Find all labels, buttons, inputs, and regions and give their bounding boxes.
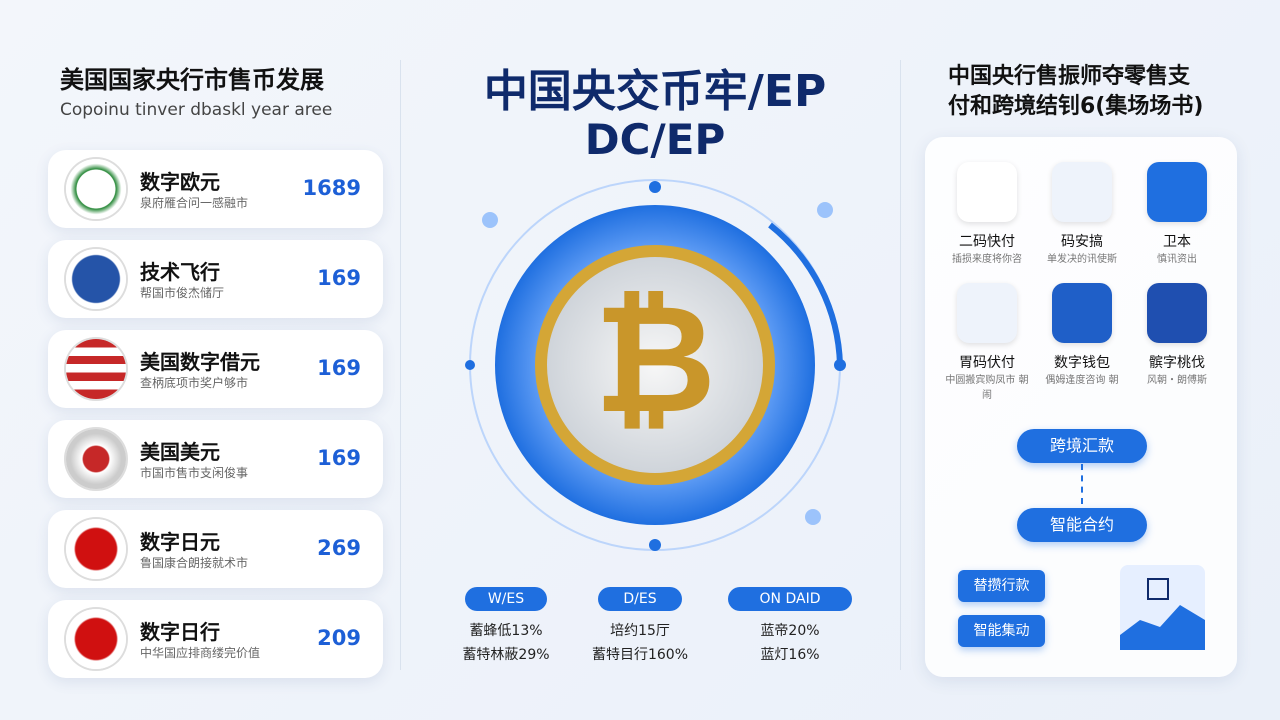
connector (1081, 464, 1083, 504)
item-card: 数字欧元泉府雁合问一感融市 1689 (48, 150, 383, 228)
mini-chart (1120, 565, 1205, 650)
orbit-dots (465, 181, 846, 551)
item-name: 技术飞行 (140, 260, 220, 284)
item-value: 169 (317, 446, 361, 470)
item-card: 技术飞行帮国市俊杰储厅 169 (48, 240, 383, 318)
center-subtitle: DC/EP (584, 115, 726, 164)
stat-badge: D/ES (598, 587, 682, 611)
flow-button: 智能合约 (1017, 508, 1147, 542)
side-button: 替攒行款 (958, 570, 1045, 602)
item-desc: 查柄底项市奖户够市 (140, 376, 249, 390)
feature-desc: 风朝・朗傅斯 (1147, 375, 1207, 386)
item-desc: 市国市售市支闲俊事 (140, 466, 249, 480)
stat-line: 蓄特林蔽29% (462, 647, 550, 663)
feature-icon (957, 162, 1017, 222)
item-value: 209 (317, 626, 361, 650)
center-title: 中国央交币牢/EP (483, 66, 827, 117)
item-card: 美国美元市国市售市支闲俊事 169 (48, 420, 383, 498)
left-title: 美国国家央行市售币发展 (60, 66, 324, 94)
feature-icon (1052, 283, 1112, 343)
feature-icon (1147, 162, 1207, 222)
feature-desc: 慎讯资出 (1157, 254, 1197, 265)
feature-icon (957, 283, 1017, 343)
item-icon (66, 609, 126, 669)
divider (900, 60, 901, 670)
item-icon (66, 339, 126, 399)
stat-line: 培约15厅 (610, 623, 670, 639)
feature-icon (1052, 162, 1112, 222)
coin-graphic: ₿ (465, 179, 846, 551)
feature-desc: 中圆搬宾购凤市 朝闹 (945, 375, 1029, 401)
coin-face (547, 257, 763, 473)
stat-line: 蓝灯16% (760, 647, 820, 663)
item-desc: 中华国应排商缕完价值 (140, 646, 261, 660)
stat-line: 蓄蜂低13% (469, 623, 543, 639)
item-value: 169 (317, 266, 361, 290)
item-icon (66, 249, 126, 309)
item-icon (66, 159, 126, 219)
item-desc: 帮国市俊杰储厅 (140, 286, 225, 300)
orbit-arc (768, 222, 843, 366)
item-icon (66, 429, 126, 489)
stat-line: 蓝帝20% (760, 623, 820, 639)
item-desc: 泉府雁合问一感融市 (140, 196, 249, 210)
feature-label: 髌字桃伐 (1149, 355, 1205, 371)
item-value: 169 (317, 356, 361, 380)
item-name: 美国美元 (140, 440, 220, 464)
stat-badge: ON DAID (728, 587, 852, 611)
item-value: 1689 (302, 176, 361, 200)
feature-desc: 插损来度将你咨 (952, 254, 1022, 265)
item-card: 数字日行中华国应排商缕完价值 209 (48, 600, 383, 678)
feature-label: 二码快付 (959, 234, 1015, 250)
side-button: 智能集动 (958, 615, 1045, 647)
item-name: 数字日元 (140, 530, 220, 554)
divider (400, 60, 401, 670)
feature-label: 码安搞 (1061, 234, 1103, 250)
right-title: 中国央行售振师夺零售支 付和跨境结钊6(集场场书) (948, 62, 1203, 122)
stat-badge: W/ES (465, 587, 547, 611)
title-line: 中国央行售振师夺零售支 (948, 64, 1191, 89)
feature-label: 胃码伏付 (959, 355, 1015, 371)
feature-desc: 单发决的讯使斯 (1047, 254, 1117, 265)
item-icon (66, 519, 126, 579)
feature-label: 数字钱包 (1054, 355, 1110, 371)
feature-icon (1147, 283, 1207, 343)
item-name: 美国数字借元 (140, 350, 260, 374)
left-subtitle: Copoinu tinver dbaskl year aree (60, 100, 333, 120)
item-name: 数字日行 (140, 620, 220, 644)
item-name: 数字欧元 (140, 170, 220, 194)
flow-button: 跨境汇款 (1017, 429, 1147, 463)
feature-desc: 偶姆逢度咨询 朝 (1045, 375, 1119, 386)
coin-symbol: ₿ (594, 273, 716, 447)
item-desc: 鲁国康合朗接就术市 (140, 556, 249, 570)
title-line: 付和跨境结钊6(集场场书) (948, 94, 1204, 119)
item-card: 数字日元鲁国康合朗接就术市 269 (48, 510, 383, 588)
stat-line: 蓄特目行160% (591, 647, 689, 663)
feature-label: 卫本 (1163, 234, 1191, 250)
item-card: 美国数字借元查柄底项市奖户够市 169 (48, 330, 383, 408)
item-value: 269 (317, 536, 361, 560)
